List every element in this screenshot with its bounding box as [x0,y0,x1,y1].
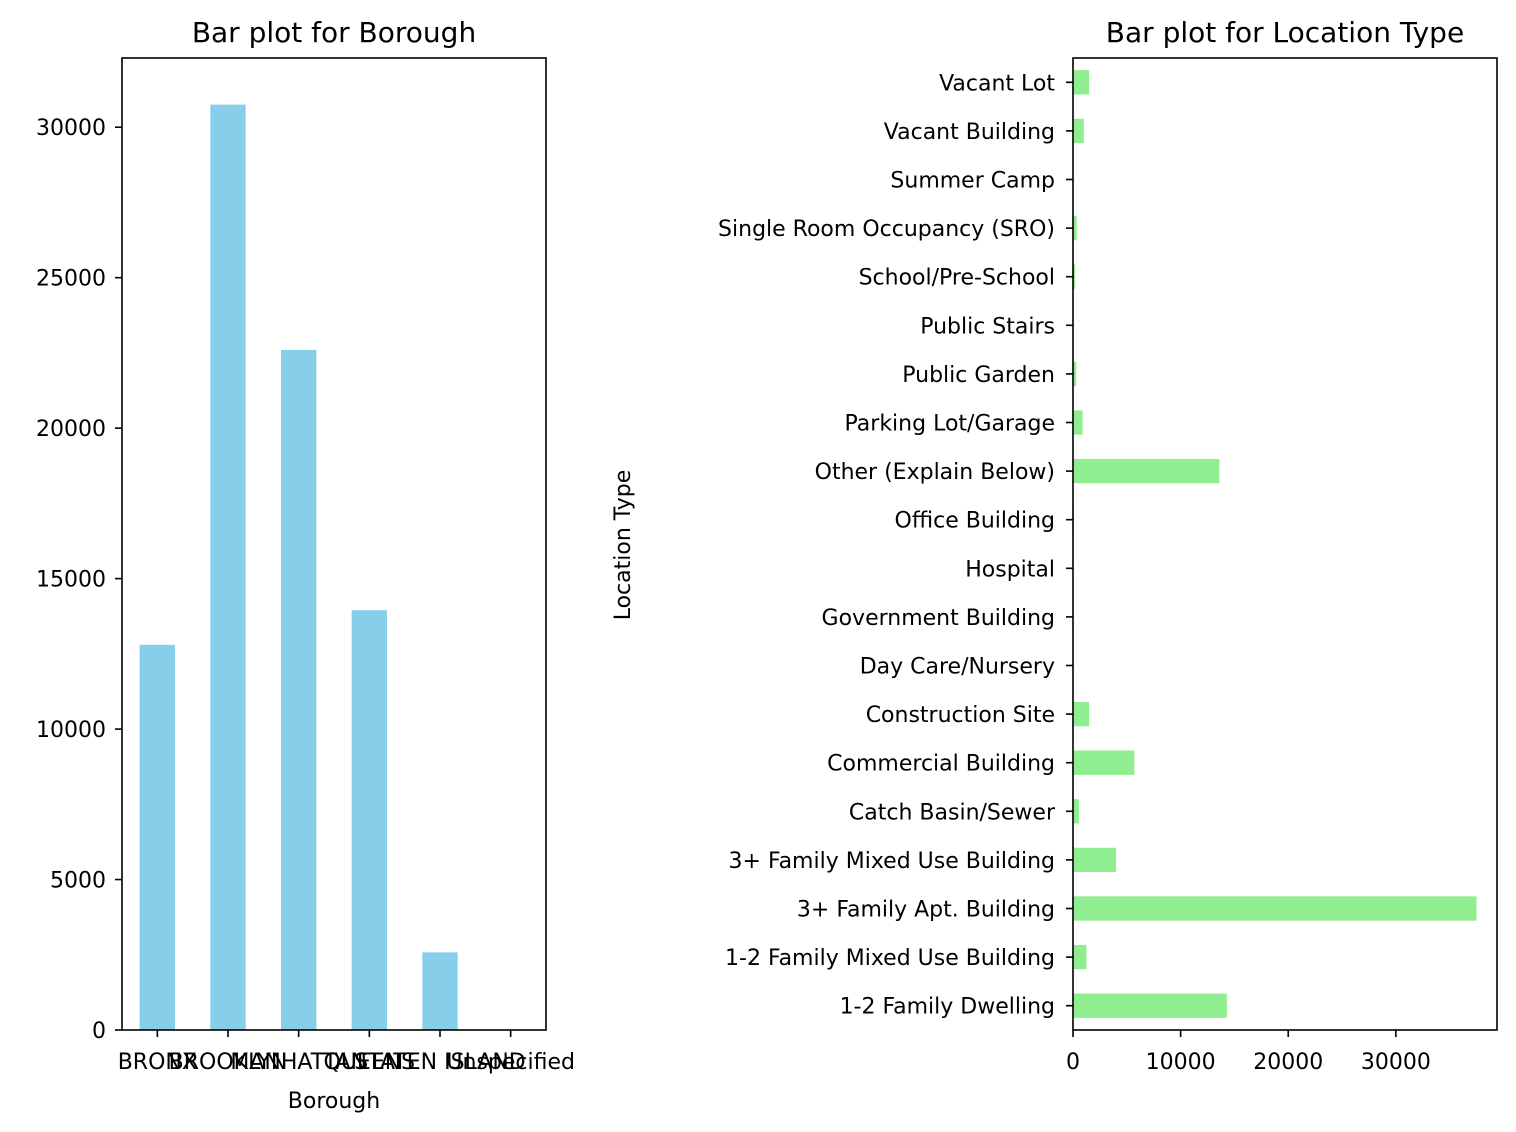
y-axis-ticks: 1-2 Family Dwelling 1-2 Family Mixed Use … [718,71,1073,1020]
y-tick-label: 1-2 Family Mixed Use Building [725,946,1055,971]
y-tick-label: 25000 [36,267,106,292]
bar [210,104,246,1030]
x-tick-label: BRONX [118,1050,197,1075]
bar [1073,264,1076,289]
y-tick-label: 5000 [50,869,106,894]
bar [1073,215,1077,241]
bar [422,952,458,1030]
x-tick-label: Unspecified [446,1050,575,1075]
x-tick-label: 0 [1066,1050,1080,1075]
y-tick-label: Summer Camp [890,169,1055,194]
x-tick-label: 10000 [1146,1050,1216,1075]
y-tick-label: Public Stairs [920,314,1055,339]
y-tick-label: 3+ Family Apt. Building [797,898,1055,923]
chart-title: Bar plot for Borough [192,16,476,49]
y-tick-label: Office Building [895,509,1055,534]
bar [1073,70,1090,95]
y-tick-label: Day Care/Nursery [860,655,1055,680]
x-tick-label: BROOKLYN [169,1050,288,1075]
bar [1073,799,1079,824]
bar [1073,750,1135,775]
x-tick-label: QUEENS [324,1050,416,1075]
y-tick-label: School/Pre-School [859,266,1055,291]
bar [1073,847,1117,873]
y-tick-label: Vacant Lot [939,71,1055,96]
y-tick-label: 0 [92,1019,106,1044]
x-tick-label: MANHATTAN [230,1050,367,1075]
y-axis-ticks: 0 5000 10000 15000 20000 25000 30000 [36,116,122,1044]
bar-group [1073,70,1477,1018]
bar [1073,993,1227,1018]
bar [1073,896,1477,921]
y-tick-label: 3+ Family Mixed Use Building [729,849,1055,874]
bar [1073,118,1084,144]
bar [281,349,317,1030]
plot-frame [121,57,547,1031]
x-axis-label: Borough [288,1089,380,1114]
bar [1073,458,1220,484]
y-tick-label: 30000 [36,116,106,141]
x-tick-label: 20000 [1253,1050,1323,1075]
bar-group [139,104,458,1030]
bar [139,644,175,1030]
y-tick-label: 20000 [36,417,106,442]
chart-title: Bar plot for Location Type [1106,16,1464,49]
y-tick-label: Hospital [965,557,1055,582]
y-tick-label: Government Building [822,606,1055,631]
bar [1073,701,1090,727]
x-axis-ticks: 0 10000 20000 30000 [1066,1030,1431,1075]
plot-frame [1072,57,1498,1031]
y-tick-label: Catch Basin/Sewer [849,800,1056,825]
y-tick-label: Construction Site [866,703,1055,728]
x-tick-label: 30000 [1361,1050,1431,1075]
y-tick-label: Parking Lot/Garage [845,412,1055,437]
y-tick-label: 1-2 Family Dwelling [840,995,1055,1020]
y-tick-label: Public Garden [902,363,1055,388]
bar [1073,361,1077,387]
y-tick-label: Other (Explain Below) [815,460,1055,485]
x-tick-label: STATEN ISLAND [354,1050,526,1075]
borough-bar-chart: Bar plot for Borough 0 5000 10000 15000 2000… [36,16,575,1114]
y-tick-label: 15000 [36,568,106,593]
y-axis-label: Location Type [611,470,636,621]
bar [1073,410,1083,435]
bar [1073,944,1087,970]
y-tick-label: 10000 [36,718,106,743]
y-tick-label: Single Room Occupancy (SRO) [718,217,1055,242]
y-tick-label: Vacant Building [884,120,1055,145]
location-type-bar-chart: Bar plot for Location Type 1-2 Family Dw… [611,16,1498,1075]
bar [351,610,387,1030]
y-tick-label: Commercial Building [827,752,1055,777]
